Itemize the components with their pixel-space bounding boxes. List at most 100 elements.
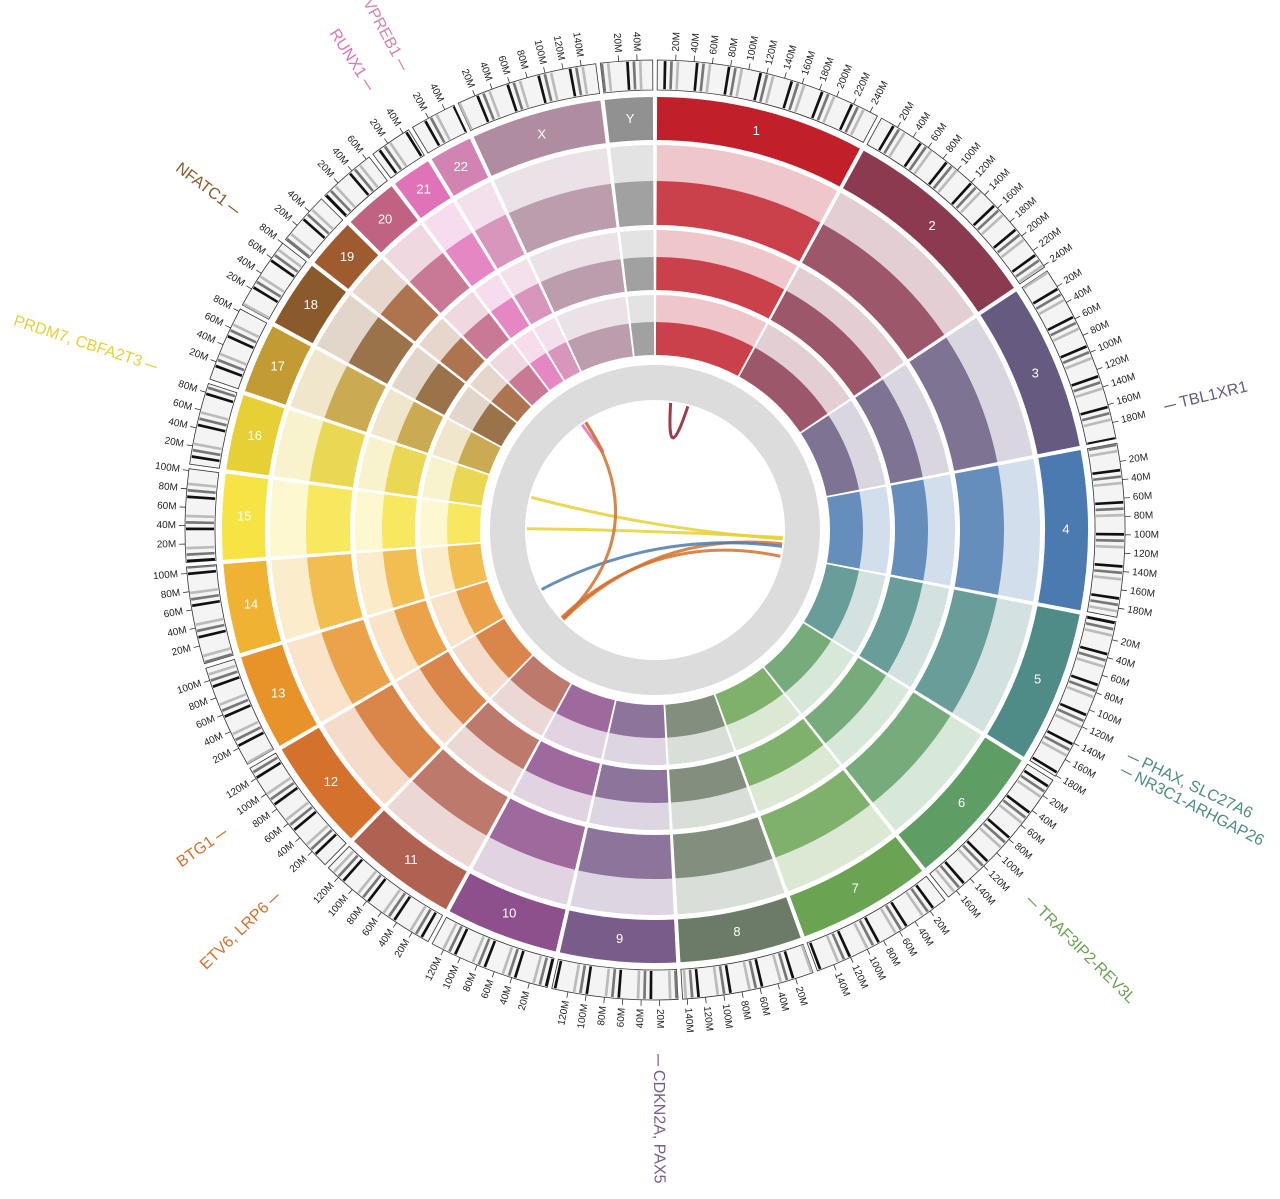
tick-mark (210, 359, 217, 363)
tick-label: 80M (514, 49, 530, 71)
ideogram-band (718, 965, 726, 995)
tick-mark (1095, 692, 1102, 696)
tick-mark (956, 890, 961, 896)
tick-label: 60M (480, 978, 497, 1000)
ideogram-band (723, 66, 731, 95)
ideogram-band (1022, 271, 1048, 290)
track-band (914, 589, 998, 713)
tick-label: 40M (630, 32, 642, 52)
tick-mark (1032, 246, 1038, 251)
ideogram-band (811, 91, 824, 119)
chromosome-block (222, 473, 269, 560)
tick-mark (1122, 478, 1129, 481)
tick-label: 80M (251, 810, 273, 830)
tick-mark (983, 865, 989, 871)
tick-mark (1043, 261, 1049, 266)
ideogram-band (793, 84, 806, 113)
ideogram-band (1091, 593, 1120, 600)
track-band (412, 749, 508, 836)
tick-mark (440, 949, 444, 956)
tick-mark (866, 949, 871, 955)
tick-label: 60M (172, 398, 194, 414)
track-band (357, 436, 396, 492)
tick-label: 20M (931, 915, 951, 937)
ideogram-band (903, 142, 922, 168)
track-band (449, 465, 489, 506)
tick-mark (741, 991, 744, 998)
chromosome-block (431, 138, 489, 196)
ideogram-band (800, 945, 813, 973)
ideogram-band (905, 891, 924, 917)
tick-label: 40M (157, 520, 177, 531)
track-band (355, 490, 385, 551)
ideogram-band (944, 861, 965, 884)
ideogram-band (1094, 563, 1123, 568)
ideogram-band (187, 569, 217, 576)
ideogram-band (600, 63, 607, 92)
tick-mark (1121, 589, 1128, 592)
ideogram-band (910, 888, 929, 913)
tick-label: 200M (835, 63, 855, 90)
ideogram-band (1032, 287, 1059, 305)
chromosome-label: 3 (1032, 365, 1039, 380)
gene-leader (363, 79, 372, 91)
ideogram-band (273, 786, 299, 806)
ideogram-band (286, 238, 310, 258)
tick-label: 20M (654, 1009, 665, 1029)
chromosome-block (395, 161, 451, 219)
tick-mark (1008, 838, 1014, 844)
chromosome-label: 13 (271, 685, 285, 700)
track-band (323, 706, 410, 805)
tick-label: 40M (690, 33, 703, 53)
ideogram-band (232, 720, 259, 736)
ideogram-band (1093, 481, 1122, 488)
ideogram-band (208, 664, 236, 676)
tick-label: 60M (1133, 491, 1153, 503)
tick-mark (266, 254, 272, 259)
ideogram-band (187, 495, 216, 500)
tick-mark (183, 591, 190, 593)
tick-label: 20M (793, 985, 809, 1007)
tick-mark (489, 83, 493, 90)
ideogram-band (638, 61, 643, 90)
ideogram-band (409, 905, 427, 932)
track-band (391, 346, 439, 400)
ideogram-band (890, 901, 908, 927)
ideogram (205, 658, 275, 765)
ideogram-band (822, 96, 836, 123)
track-band (271, 557, 321, 640)
track-band (749, 744, 841, 812)
ideogram-band (783, 951, 795, 979)
tick-mark (912, 131, 917, 138)
tick-mark (1021, 231, 1027, 237)
chromosome-block (677, 897, 801, 963)
tick-label: 80M (727, 37, 741, 58)
track-band (801, 415, 860, 496)
tick-label: 100M (441, 964, 461, 991)
ideogram-band (669, 61, 673, 90)
tick-mark (525, 71, 528, 78)
ideogram-band (230, 329, 257, 344)
tick-label: 40M (195, 329, 217, 347)
tick-mark (1102, 384, 1109, 388)
ideogram-band (358, 164, 379, 188)
tick-label: 20M (898, 100, 917, 122)
tick-mark (1089, 709, 1095, 713)
tick-label: 80M (461, 971, 479, 993)
ideogram-band (1088, 443, 1117, 452)
chromosome-block (449, 873, 566, 952)
tick-label: 100M (235, 795, 262, 818)
tick-label: 80M (158, 481, 178, 494)
ideogram-band (864, 917, 880, 943)
chromosome-label: 22 (454, 159, 468, 174)
track-band (458, 432, 501, 474)
tick-mark (1073, 742, 1080, 747)
ideogram-band (507, 948, 519, 977)
tick-label: 100M (1134, 530, 1159, 541)
tick-label: 160M (1115, 390, 1142, 407)
tick-mark (1089, 349, 1096, 353)
ideogram-band (883, 128, 901, 155)
chromosome-block (789, 836, 923, 937)
ideogram-band (197, 423, 226, 433)
ideogram-band (1089, 449, 1118, 458)
